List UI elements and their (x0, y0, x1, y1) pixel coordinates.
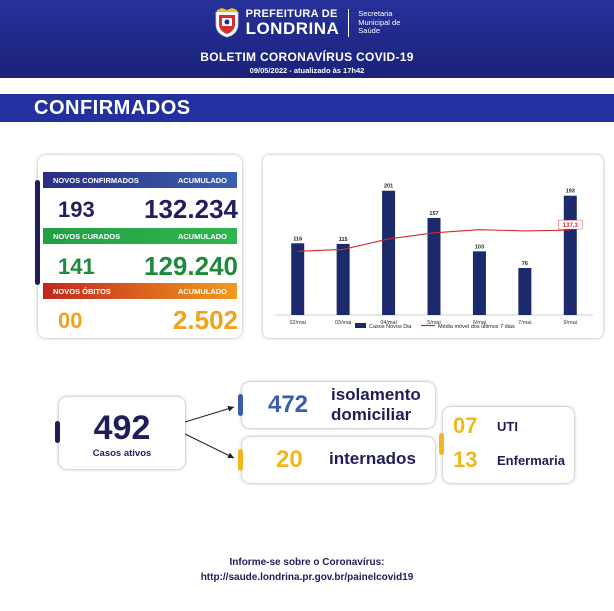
isolamento-label: isolamento domiciliar (331, 385, 421, 426)
isolamento-label-line-2: domiciliar (331, 405, 412, 425)
x-tick-label-4: 6/mai (473, 320, 486, 326)
prefeitura-label: PREFEITURA DE (245, 8, 338, 20)
x-tick-label-5: 7/mai (518, 320, 531, 326)
logo-row: PREFEITURA DE LONDRINA Secretaria Munici… (0, 6, 614, 40)
casos-ativos-accent (55, 421, 60, 443)
bar-5 (518, 268, 532, 315)
footer-info-text: Informe-se sobre o Coronavírus: (229, 557, 385, 568)
novos-obitos-label: NOVOS ÓBITOS (53, 286, 111, 296)
isolamento-accent (238, 394, 243, 416)
obitos-header: NOVOS ÓBITOS ACUMULADO (43, 283, 237, 299)
bulletin-title: BOLETIM CORONAVÍRUS COVID-19 (200, 50, 414, 64)
x-tick-label-6: 9/mai (564, 320, 577, 326)
city-crest-icon (215, 8, 238, 38)
confirmados-acumulado-value: 132.234 (144, 194, 238, 224)
bar-2 (382, 190, 396, 315)
x-tick-label-2: 04/mai (380, 320, 397, 326)
internados-accent (238, 449, 243, 471)
enfermaria-value: 13 (453, 447, 478, 472)
bulletin-date: 09/05/2022 - atualizado às 17h42 (249, 66, 365, 75)
moving-average-label-box (558, 219, 583, 230)
legend-bar-swatch (355, 323, 366, 328)
daily-cases-chart: 116 02/mai 115 03/mai 201 04/mai 157 5/mai 103 6/… (275, 184, 593, 330)
obitos-acumulado-label: ACUMULADO (177, 286, 227, 296)
logo-divider (348, 9, 350, 37)
curados-acumulado-label: ACUMULADO (177, 231, 227, 241)
moving-average-line (297, 229, 571, 252)
bar-0 (291, 243, 305, 315)
bar-4 (472, 251, 486, 315)
uti-label: UTI (497, 419, 518, 434)
uti-value: 07 (453, 413, 478, 438)
bar-1 (336, 243, 350, 315)
legend-bar-label: Casos Novos Dia (369, 324, 412, 330)
city-name: LONDRINA (245, 19, 340, 38)
curados-header: NOVOS CURADOS ACUMULADO (43, 228, 237, 244)
x-tick-label-0: 02/mai (289, 320, 306, 326)
curados-acumulado-value: 129.240 (144, 251, 238, 281)
arrow-to-isolamento (184, 405, 235, 423)
stats-card-accent (35, 180, 40, 285)
bar-data-label-4: 103 (475, 244, 484, 250)
novos-confirmados-label: NOVOS CONFIRMADOS (53, 175, 139, 185)
confirmados-header: NOVOS CONFIRMADOS ACUMULADO (43, 172, 237, 188)
hospital-breakdown-card (443, 407, 574, 483)
secretaria-line-2: Municipal de (358, 17, 401, 27)
confirmados-acumulado-label: ACUMULADO (177, 175, 227, 185)
legend-line-label: Média móvel dos últimos 7 dias (438, 324, 515, 330)
bar-3 (427, 217, 441, 315)
x-tick-label-1: 03/mai (335, 320, 352, 326)
hospital-breakdown-accent (439, 433, 444, 455)
casos-ativos-card (59, 397, 185, 469)
novos-obitos-value: 00 (58, 308, 83, 333)
section-title: CONFIRMADOS (34, 97, 191, 119)
obitos-acumulado-value: 2.502 (172, 305, 238, 335)
bar-data-label-2: 201 (384, 184, 393, 190)
isolamento-card (242, 382, 435, 428)
arrow-to-internados (184, 433, 235, 459)
enfermaria-label: Enfermaria (497, 453, 565, 468)
casos-ativos-value: 492 (93, 409, 151, 447)
bar-data-label-6: 193 (566, 189, 575, 195)
bar-data-label-1: 115 (339, 237, 348, 243)
x-tick-label-3: 5/mai (427, 320, 440, 326)
novos-confirmados-value: 193 (58, 197, 95, 222)
header-banner (0, 0, 614, 78)
footer-link[interactable]: http://saude.londrina.pr.gov.br/painelco… (200, 572, 414, 583)
secretaria-line-3: Saúde (358, 26, 380, 36)
internados-label: internados (329, 449, 416, 468)
secretaria-label: Secretaria Municipal de Saúde (358, 9, 401, 36)
isolamento-value: 472 (267, 391, 309, 418)
novos-curados-value: 141 (58, 254, 95, 279)
casos-ativos-label: Casos ativos (92, 448, 152, 459)
prefeitura-logo-text: PREFEITURA DE LONDRINA (245, 8, 340, 38)
internados-card (242, 437, 435, 483)
secretaria-line-1: Secretaria (358, 9, 393, 19)
bar-data-label-5: 76 (522, 261, 528, 267)
moving-average-label: 137,3 (563, 223, 579, 229)
internados-value: 20 (276, 446, 303, 473)
isolamento-label-line-1: isolamento (331, 385, 421, 404)
bar-data-label-3: 157 (429, 211, 438, 217)
novos-curados-label: NOVOS CURADOS (53, 231, 121, 241)
bar-data-label-0: 116 (293, 236, 302, 242)
section-banner (0, 94, 614, 122)
